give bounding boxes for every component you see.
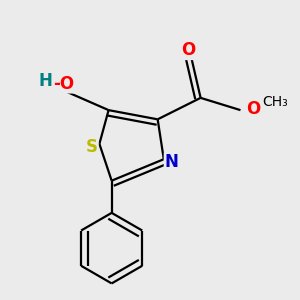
Text: -O: -O [54, 75, 75, 93]
Text: H: H [39, 72, 53, 90]
Text: CH₃: CH₃ [262, 95, 288, 110]
Text: N: N [164, 153, 178, 171]
Text: S: S [86, 138, 98, 156]
Text: O: O [181, 41, 196, 59]
Text: O: O [247, 100, 261, 118]
